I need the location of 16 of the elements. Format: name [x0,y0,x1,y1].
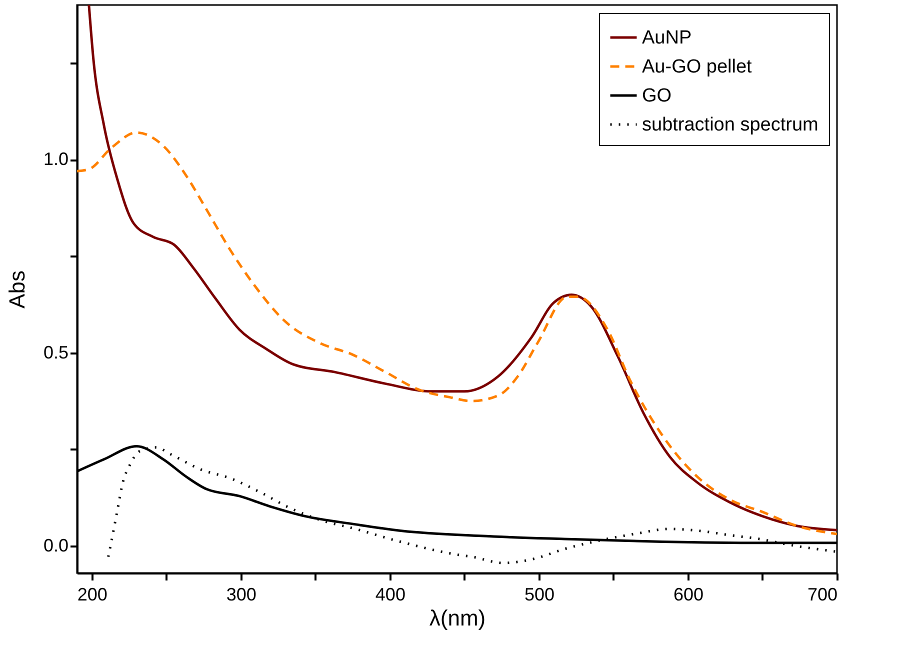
legend-label: AuNP [642,28,692,48]
x-axis-title: λ(nm) [429,606,486,630]
legend-label: subtraction spectrum [642,114,818,136]
x-tick-label: 600 [673,584,704,604]
line-series [88,5,837,532]
x-tick-label: 300 [226,584,256,604]
y-tick-label: 0.5 [43,342,68,362]
x-tick-label: 500 [524,584,554,604]
y-tick-label: 0.0 [43,535,68,556]
y-axis-title: Abs [4,270,30,308]
legend-label: Au-GO pellet [642,56,753,78]
x-tick-label: 700 [807,584,838,604]
x-tick-label: 400 [375,584,406,604]
x-tick-label: 200 [77,584,108,604]
legend-label: GO [642,86,672,106]
y-tick-label: 1.0 [43,149,68,170]
